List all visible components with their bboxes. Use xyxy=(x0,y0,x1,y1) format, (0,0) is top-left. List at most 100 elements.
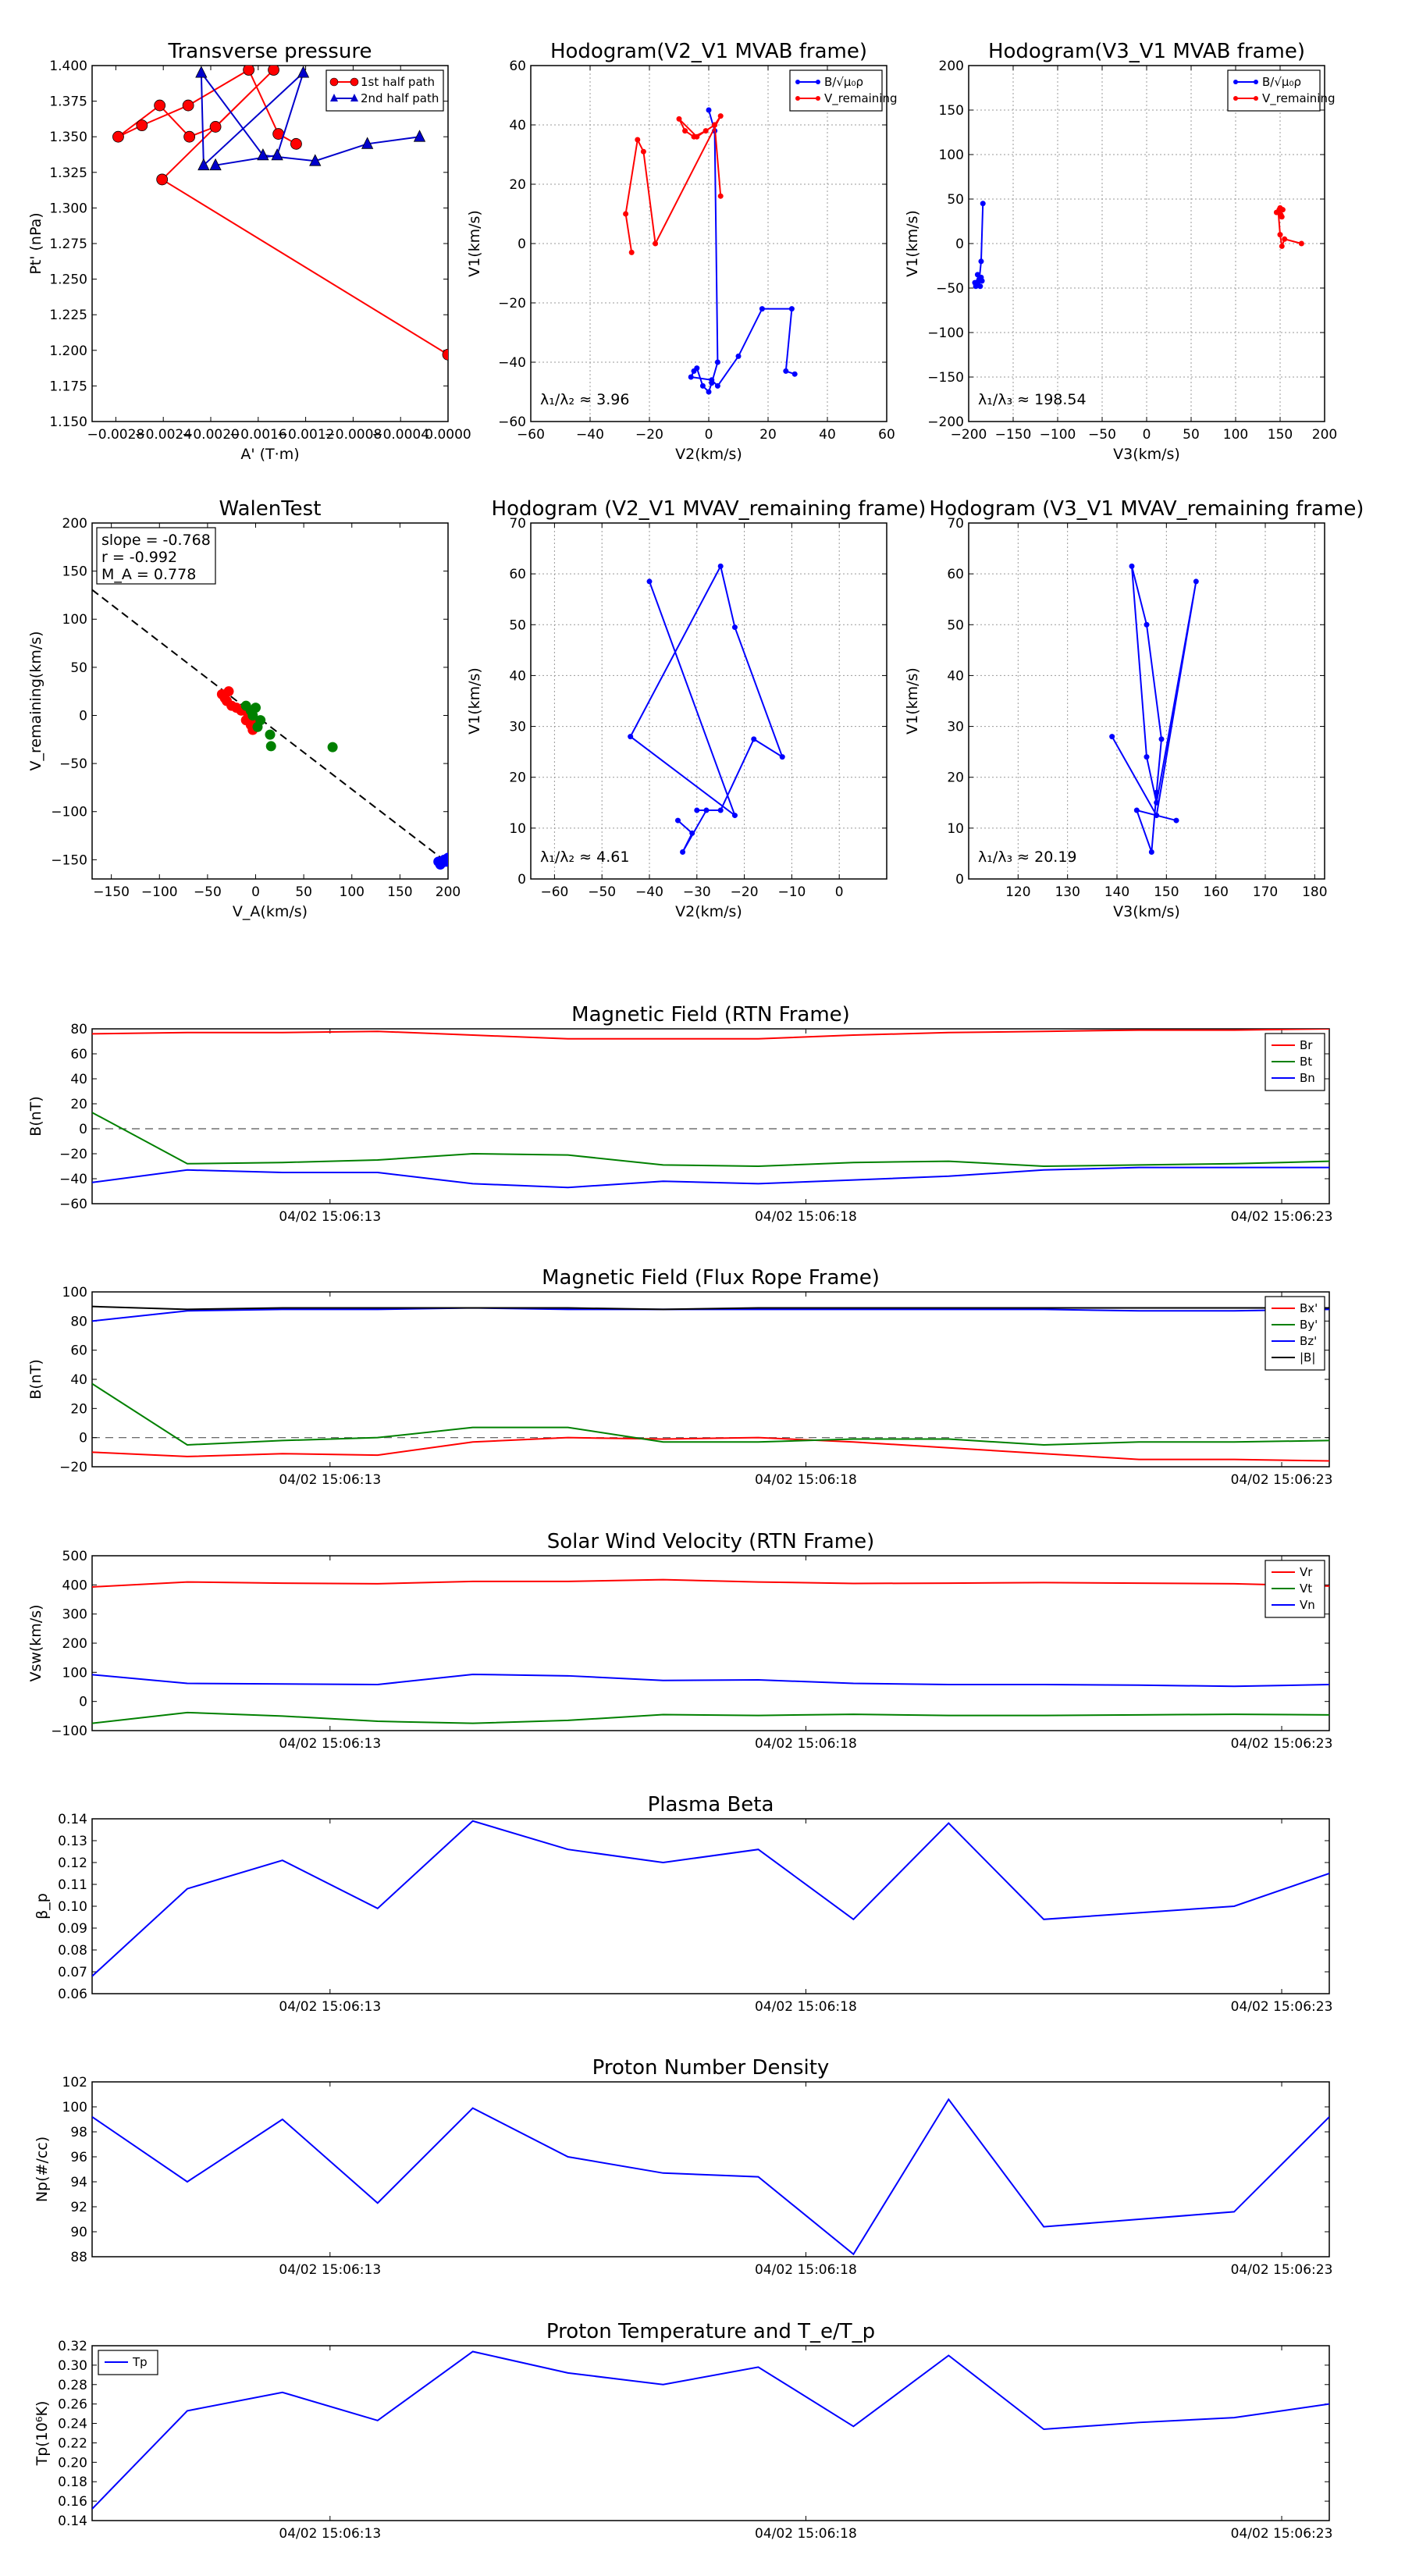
series-line-Vr xyxy=(92,1578,1329,1588)
axes-frame xyxy=(91,65,449,422)
y-tick-label: 0.30 xyxy=(58,2358,87,2374)
legend: Tp xyxy=(98,2350,158,2375)
x-tick-label: 04/02 15:06:13 xyxy=(279,1472,381,1488)
x-tick-label: 50 xyxy=(1183,427,1200,443)
data-point xyxy=(1144,754,1150,760)
chart-p8: 04/02 15:06:13 04/02 15:06:18 04/02 15:06:… xyxy=(27,1266,1332,1488)
legend-marker xyxy=(1233,96,1238,101)
y-tick-label: 1.325 xyxy=(49,165,87,181)
legend: Vr Vt Vn xyxy=(1264,1560,1325,1618)
y-tick-label: 60 xyxy=(947,567,964,582)
data-point xyxy=(788,306,795,312)
chart-p10: 04/02 15:06:13 04/02 15:06:18 04/02 15:06:… xyxy=(34,1793,1332,2015)
plot-area xyxy=(92,1305,1329,1462)
x-tick-label: −150 xyxy=(995,427,1032,443)
y-tick-label: 200 xyxy=(62,1636,87,1652)
data-point xyxy=(977,283,984,290)
axes-frame xyxy=(91,2345,1330,2521)
x-tick-label: 20 xyxy=(759,427,777,443)
y-tick-label: 1.250 xyxy=(49,272,87,288)
data-point xyxy=(309,154,322,166)
y-tick-label: 200 xyxy=(939,59,964,74)
x-tick-label: 04/02 15:06:23 xyxy=(1231,1209,1333,1225)
x-tick-label: 04/02 15:06:23 xyxy=(1231,1999,1333,2015)
x-axis-label: V2(km/s) xyxy=(675,903,742,920)
y-tick-label: 88 xyxy=(70,2250,87,2265)
data-point xyxy=(197,158,210,171)
y-tick-label: 0.14 xyxy=(58,2514,87,2529)
data-point xyxy=(682,128,688,134)
y-tick-label: 0 xyxy=(79,708,87,724)
chart-title: Proton Temperature and T_e/T_p xyxy=(546,2320,875,2343)
annotation-text: λ₁/λ₃ ≈ 198.54 xyxy=(978,391,1087,408)
data-point xyxy=(709,377,715,383)
y-tick-label: 50 xyxy=(509,617,526,633)
data-point xyxy=(183,130,196,143)
data-point xyxy=(1279,243,1285,249)
y-tick-label: 70 xyxy=(509,516,526,532)
data-point xyxy=(623,211,629,217)
plot-area xyxy=(92,1578,1329,1724)
y-tick-label: 150 xyxy=(939,103,964,119)
y-tick-label: 0.26 xyxy=(58,2397,87,2413)
chart-p12: 04/02 15:06:13 04/02 15:06:18 04/02 15:06:… xyxy=(34,2320,1332,2542)
series-line-Vn xyxy=(92,1673,1329,1688)
y-tick-label: 0.12 xyxy=(58,1856,87,1871)
x-tick-label: −40 xyxy=(576,427,604,443)
y-tick-label: 0.07 xyxy=(58,1965,87,1980)
plot-area xyxy=(92,1820,1329,1977)
y-tick-label: 0.10 xyxy=(58,1899,87,1915)
data-point xyxy=(271,148,283,161)
x-tick-label: 50 xyxy=(295,884,312,900)
x-tick-label: −30 xyxy=(683,884,711,900)
y-tick-label: −50 xyxy=(936,281,964,297)
legend-label: Vr xyxy=(1300,1565,1313,1579)
plot-area xyxy=(112,66,448,361)
x-tick-label: 150 xyxy=(1154,884,1179,900)
y-tick-label: 100 xyxy=(62,612,87,628)
x-tick-label: 04/02 15:06:18 xyxy=(755,1472,857,1488)
y-axis-label: Pt' (nPa) xyxy=(27,212,44,274)
x-tick-label: −0.0008 xyxy=(325,427,382,443)
data-point xyxy=(268,66,279,76)
annotation-text: M_A = 0.778 xyxy=(101,566,196,583)
y-tick-label: 20 xyxy=(70,1401,87,1417)
y-tick-label: 0.24 xyxy=(58,2417,87,2432)
legend-label: 1st half path xyxy=(361,75,435,89)
legend-label: Vn xyxy=(1300,1598,1315,1612)
data-point xyxy=(247,710,258,720)
data-point xyxy=(1277,232,1283,238)
x-tick-label: 60 xyxy=(878,427,895,443)
x-tick-label: 04/02 15:06:18 xyxy=(755,1736,857,1752)
plot-area xyxy=(1109,563,1199,855)
data-point xyxy=(252,721,263,732)
x-tick-label: −50 xyxy=(194,884,222,900)
data-point xyxy=(731,624,738,631)
y-tick-label: 0.28 xyxy=(58,2378,87,2393)
y-tick-label: −60 xyxy=(498,415,526,430)
x-tick-label: 04/02 15:06:18 xyxy=(755,2262,857,2278)
chart-p3: −200 −150 −100 −50 0 50 100 150 200−200−150−100−… xyxy=(904,40,1337,463)
data-point xyxy=(1133,807,1140,813)
y-tick-label: 10 xyxy=(509,821,526,837)
data-point xyxy=(980,201,986,207)
data-point xyxy=(979,278,985,284)
y-tick-label: 100 xyxy=(62,1285,87,1300)
data-point xyxy=(1279,214,1285,220)
chart-p2: −60 −40 −20 0 20 40 60 −60 −40 −20 0 20 40 60 Hodogram… xyxy=(466,40,898,463)
y-tick-label: −150 xyxy=(927,370,964,386)
data-point xyxy=(674,817,681,824)
y-tick-label: 40 xyxy=(70,1072,87,1087)
series-line-Br xyxy=(92,1029,1329,1040)
series-line-Bx' xyxy=(92,1436,1329,1462)
data-point xyxy=(136,119,148,132)
y-axis-label: V_remaining(km/s) xyxy=(27,631,44,770)
data-point xyxy=(694,807,700,813)
annotation-frame xyxy=(96,527,216,585)
data-point xyxy=(447,855,448,859)
y-tick-label: 40 xyxy=(70,1372,87,1388)
x-tick-label: −100 xyxy=(1040,427,1076,443)
legend: B/√μ₀ρ V_remaining xyxy=(1227,69,1336,112)
